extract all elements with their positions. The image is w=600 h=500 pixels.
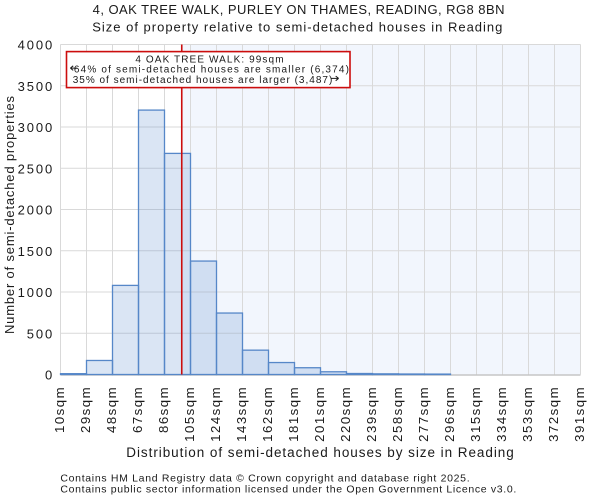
svg-text:Contains HM Land Registry data: Contains HM Land Registry data © Crown c… <box>60 473 470 485</box>
svg-text:162sqm: 162sqm <box>260 386 275 442</box>
svg-text:64% of semi-detached houses ar: 64% of semi-detached houses are smaller … <box>74 65 350 76</box>
svg-text:4000: 4000 <box>18 38 55 53</box>
svg-text:Contains public sector informa: Contains public sector information licen… <box>60 484 517 496</box>
svg-text:1000: 1000 <box>18 285 55 300</box>
svg-text:29sqm: 29sqm <box>78 386 93 433</box>
svg-text:4, OAK TREE WALK, PURLEY ON TH: 4, OAK TREE WALK, PURLEY ON THAMES, READ… <box>93 2 505 17</box>
svg-text:3000: 3000 <box>18 120 55 135</box>
svg-text:0: 0 <box>45 368 54 383</box>
svg-text:372sqm: 372sqm <box>546 386 561 442</box>
svg-text:Distribution of semi-detached: Distribution of semi-detached houses by … <box>126 445 514 460</box>
svg-text:67sqm: 67sqm <box>130 386 145 433</box>
svg-text:124sqm: 124sqm <box>208 386 223 442</box>
svg-text:3500: 3500 <box>18 79 55 94</box>
svg-text:Number of semi-detached proper: Number of semi-detached properties <box>2 95 17 334</box>
svg-text:334sqm: 334sqm <box>494 386 509 442</box>
svg-text:258sqm: 258sqm <box>390 386 405 442</box>
svg-text:220sqm: 220sqm <box>338 386 353 442</box>
svg-text:86sqm: 86sqm <box>156 386 171 433</box>
svg-text:Size of property relative to s: Size of property relative to semi-detach… <box>92 20 503 35</box>
svg-text:105sqm: 105sqm <box>182 386 197 442</box>
svg-text:181sqm: 181sqm <box>286 386 301 442</box>
svg-text:1500: 1500 <box>18 244 55 259</box>
svg-text:296sqm: 296sqm <box>442 386 457 442</box>
svg-text:35% of semi-detached houses ar: 35% of semi-detached houses are larger (… <box>73 75 334 86</box>
svg-text:500: 500 <box>27 326 54 341</box>
svg-text:277sqm: 277sqm <box>416 386 431 442</box>
svg-text:2000: 2000 <box>18 203 55 218</box>
svg-text:239sqm: 239sqm <box>364 386 379 442</box>
svg-text:143sqm: 143sqm <box>234 386 249 442</box>
svg-text:4 OAK TREE WALK: 99sqm: 4 OAK TREE WALK: 99sqm <box>135 54 284 65</box>
svg-text:201sqm: 201sqm <box>312 386 327 442</box>
svg-text:2500: 2500 <box>18 161 55 176</box>
svg-text:391sqm: 391sqm <box>572 386 587 442</box>
svg-text:48sqm: 48sqm <box>104 386 119 433</box>
svg-text:10sqm: 10sqm <box>52 386 67 433</box>
svg-text:353sqm: 353sqm <box>520 386 535 442</box>
svg-text:315sqm: 315sqm <box>468 386 483 442</box>
